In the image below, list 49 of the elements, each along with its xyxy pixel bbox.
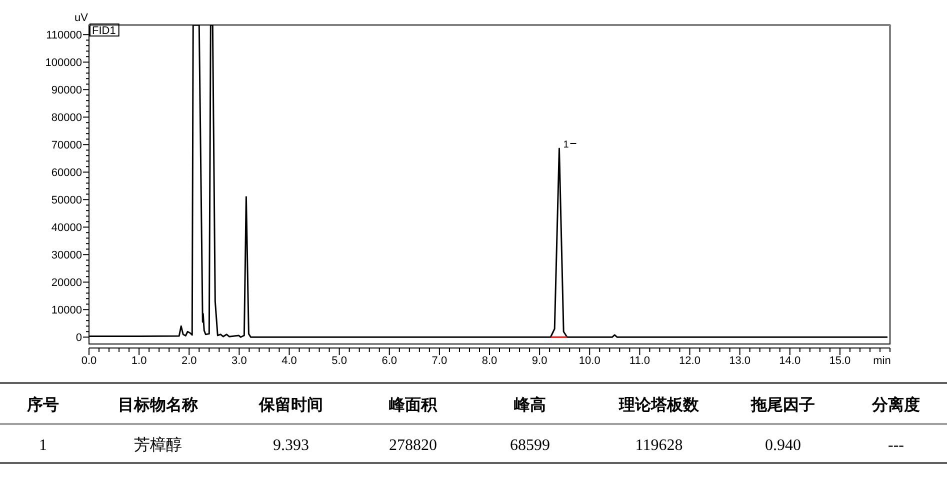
x-tick-label: 15.0 bbox=[829, 355, 851, 367]
x-tick-label: 1.0 bbox=[131, 355, 147, 367]
text: 1 bbox=[39, 437, 47, 454]
y-tick-label: 30000 bbox=[51, 250, 82, 262]
x-tick-label: 14.0 bbox=[779, 355, 801, 367]
text: 拖尾因子 bbox=[750, 396, 815, 414]
y-axis-title: uV bbox=[74, 12, 89, 24]
y-tick-label: 50000 bbox=[51, 194, 82, 207]
text: 保留时间 bbox=[258, 396, 323, 414]
trace-label: FID1 bbox=[90, 24, 120, 37]
y-tick-label: 100000 bbox=[45, 57, 82, 70]
text: 理论塔板数 bbox=[618, 396, 700, 414]
x-tick-label: 12.0 bbox=[679, 355, 700, 367]
text: 峰面积 bbox=[389, 396, 438, 414]
text: 278820 bbox=[389, 437, 437, 454]
x-tick-label: 7.0 bbox=[432, 355, 448, 367]
x-tick-label: 3.0 bbox=[232, 355, 247, 367]
y-tick-label: 20000 bbox=[51, 277, 82, 290]
text: 峰高 bbox=[514, 395, 546, 414]
annotation: 1 bbox=[563, 139, 570, 150]
annotation: FID1 bbox=[92, 25, 116, 37]
text: 9.393 bbox=[273, 437, 309, 454]
y-tick-label: 80000 bbox=[51, 112, 82, 124]
x-tick-label: 0.0 bbox=[81, 355, 97, 367]
x-tick-label: 8.0 bbox=[482, 355, 498, 367]
x-axis-title: min bbox=[873, 355, 891, 367]
x-tick-label: 11.0 bbox=[629, 355, 650, 367]
y-tick-label: 10000 bbox=[51, 304, 82, 317]
x-tick-label: 10.0 bbox=[578, 355, 600, 367]
text: 0.940 bbox=[765, 437, 801, 454]
x-tick-label: 4.0 bbox=[282, 355, 297, 367]
text: 68599 bbox=[510, 437, 550, 454]
y-tick-label: 70000 bbox=[51, 140, 82, 152]
x-tick-label: 13.0 bbox=[729, 355, 751, 367]
text: 芳樟醇 bbox=[134, 436, 182, 454]
x-tick-label: 2.0 bbox=[181, 355, 197, 367]
text: 119628 bbox=[635, 437, 683, 454]
x-tick-label: 9.0 bbox=[532, 355, 548, 367]
text: 目标物名称 bbox=[118, 396, 198, 414]
text: 分离度 bbox=[871, 395, 920, 414]
y-tick-label: 60000 bbox=[51, 167, 82, 180]
y-tick-label: 0 bbox=[76, 332, 82, 344]
text: --- bbox=[888, 437, 904, 454]
text: 序号 bbox=[26, 395, 59, 414]
y-tick-label: 110000 bbox=[46, 30, 82, 42]
y-tick-label: 90000 bbox=[51, 84, 82, 97]
x-tick-label: 5.0 bbox=[332, 355, 347, 367]
x-tick-label: 6.0 bbox=[382, 355, 398, 367]
y-tick-label: 40000 bbox=[51, 222, 82, 234]
